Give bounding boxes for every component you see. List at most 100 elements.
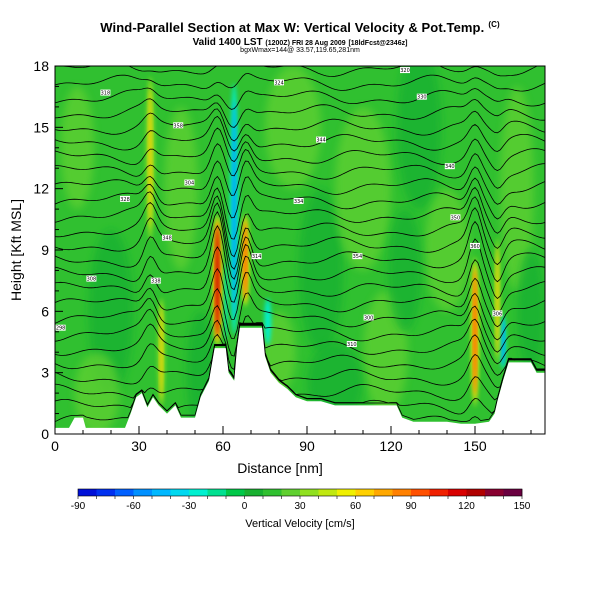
contour-label: 304 — [185, 181, 195, 187]
contour-label: 354 — [353, 254, 363, 260]
theta-contour — [55, 31, 545, 47]
colorbar-swatch — [337, 489, 356, 496]
colorbar-tick-label: 60 — [350, 501, 362, 512]
colorbar-swatch — [133, 489, 153, 496]
theta-contour — [55, 108, 545, 142]
contour-label-box — [120, 195, 130, 202]
colorbar-tick-label: 0 — [242, 501, 248, 512]
contour-label: 306 — [493, 311, 503, 317]
contour-label-box — [184, 179, 195, 186]
theta-contour — [55, 323, 545, 389]
colorbar-swatch — [411, 489, 430, 496]
theta-contour — [55, 87, 545, 110]
field-patch — [424, 188, 470, 312]
theta-contour — [55, 267, 545, 328]
contour-label: 338 — [151, 279, 161, 285]
theta-contour — [55, 115, 545, 152]
colorbar-swatch — [485, 489, 504, 496]
y-tick-label: 3 — [41, 365, 49, 381]
theta-contour — [55, 202, 545, 270]
x-tick-label: 60 — [215, 438, 231, 454]
x-tick-label: 150 — [463, 438, 487, 454]
contour-label-box — [352, 253, 363, 260]
contour-label-box — [86, 275, 97, 282]
colorbar-tick-label: -30 — [182, 501, 197, 512]
colorbar-swatch — [189, 489, 208, 496]
contour-label-box — [55, 324, 66, 331]
colorbar-swatch — [355, 489, 375, 496]
colorbar-tick-label: 150 — [514, 501, 531, 512]
theta-contour — [55, 175, 545, 220]
x-axis-label: Distance [nm] — [237, 460, 323, 476]
downdraft-plume — [501, 318, 505, 366]
contour-label-box — [400, 67, 410, 74]
colorbar-swatch — [466, 489, 486, 496]
colorbar-swatch — [226, 489, 245, 496]
theta-contour — [55, 318, 545, 371]
colorbar-tick-label: -90 — [71, 501, 86, 512]
colorbar-swatch — [115, 489, 134, 496]
updraft-plume — [243, 221, 247, 300]
theta-contour — [55, 72, 545, 92]
colorbar-swatch — [170, 489, 190, 496]
valid-time-utc: (1200Z) FRI 28 Aug 2009 — [265, 40, 346, 47]
colorbar-swatch — [152, 489, 171, 496]
colorbar-swatch — [392, 489, 412, 496]
contour-label-box — [162, 234, 172, 241]
valid-time-line: Valid 1400 LST (1200Z) FRI 28 Aug 2009 [… — [0, 37, 600, 48]
y-tick-label: 0 — [41, 426, 49, 442]
contour-label-box — [100, 89, 111, 96]
colorbar-swatch — [318, 489, 338, 496]
valid-time-main: Valid 1400 LST — [192, 37, 263, 48]
theta-contour — [55, 46, 545, 62]
colorbar-swatch — [244, 489, 264, 496]
field-patch — [335, 106, 391, 271]
updraft-plume — [473, 269, 477, 394]
colorbar-swatch — [374, 489, 393, 496]
contour-label: 308 — [87, 277, 97, 283]
updraft-plume — [148, 88, 152, 228]
contour-label-box — [470, 242, 480, 249]
colorbar-tick-label: 30 — [294, 501, 306, 512]
colorbar-label: Vertical Velocity [cm/s] — [245, 518, 355, 530]
contour-label: 348 — [162, 236, 172, 242]
chart-title-text: Wind-Parallel Section at Max W: Vertical… — [100, 20, 485, 35]
contour-label-box — [251, 253, 262, 260]
updraft-plume — [215, 226, 219, 336]
contour-label: 328 — [120, 197, 130, 203]
y-tick-label: 15 — [33, 119, 49, 135]
x-tick-label: 120 — [379, 438, 403, 454]
terrain — [55, 327, 545, 434]
colorbar-swatch — [281, 489, 301, 496]
field-patch — [500, 86, 534, 291]
theta-contour — [55, 143, 545, 189]
field-patch — [88, 229, 134, 394]
field-patch — [396, 66, 442, 210]
theta-contour — [55, 66, 539, 77]
contour-label-box — [346, 341, 357, 348]
contour-label-box — [450, 214, 461, 221]
contour-label: 360 — [470, 244, 480, 250]
theta-contour — [55, 288, 545, 341]
theta-contour — [55, 224, 545, 300]
contour-label: 334 — [294, 199, 304, 205]
contour-label: 344 — [316, 138, 326, 144]
contour-label: 310 — [347, 342, 357, 348]
colorbar-tick-label: 90 — [405, 501, 417, 512]
chart-title: Wind-Parallel Section at Max W: Vertical… — [0, 20, 600, 35]
theta-contour — [55, 127, 545, 171]
y-tick-label: 6 — [41, 303, 49, 319]
y-tick-label: 12 — [33, 181, 49, 197]
contour-label-box — [293, 197, 304, 204]
theta-contour — [55, 246, 545, 314]
theta-contour — [55, 160, 545, 205]
chart-title-tag: (C) — [488, 20, 500, 29]
theta-contour — [55, 186, 545, 240]
x-tick-label: 30 — [131, 438, 147, 454]
x-tick-label: 0 — [51, 438, 59, 454]
contour-label-box — [173, 122, 184, 129]
colorbar-swatch — [448, 489, 467, 496]
colorbar-swatch — [429, 489, 449, 496]
y-axis-label: Height [Kft MSL] — [8, 199, 24, 301]
